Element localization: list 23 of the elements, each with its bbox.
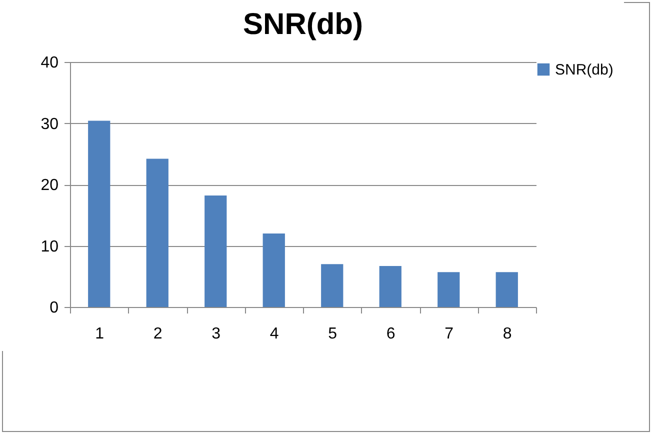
legend-label: SNR(db) [555, 62, 614, 78]
bar [146, 158, 168, 307]
y-tick-label: 40 [40, 54, 59, 72]
chart-title: SNR(db) [243, 8, 363, 41]
x-tick-label: 2 [153, 326, 162, 342]
x-tick-label: 8 [502, 326, 512, 342]
x-tick-label: 5 [328, 326, 338, 342]
y-tick-label: 10 [40, 238, 59, 256]
bar [321, 264, 344, 307]
bar [496, 272, 518, 307]
y-tick-label: 20 [40, 177, 59, 194]
x-tick-label: 4 [270, 326, 279, 342]
bar [204, 196, 227, 307]
bar [379, 266, 402, 307]
bar [88, 120, 110, 307]
bar [438, 272, 460, 307]
x-tick-label: 7 [444, 326, 454, 342]
x-tick-label: 6 [386, 326, 396, 342]
bar [262, 234, 285, 307]
x-tick-label: 3 [212, 326, 221, 342]
y-tick-label: 0 [50, 300, 59, 316]
y-tick-label: 30 [40, 116, 59, 133]
x-tick-label: 1 [95, 326, 104, 342]
